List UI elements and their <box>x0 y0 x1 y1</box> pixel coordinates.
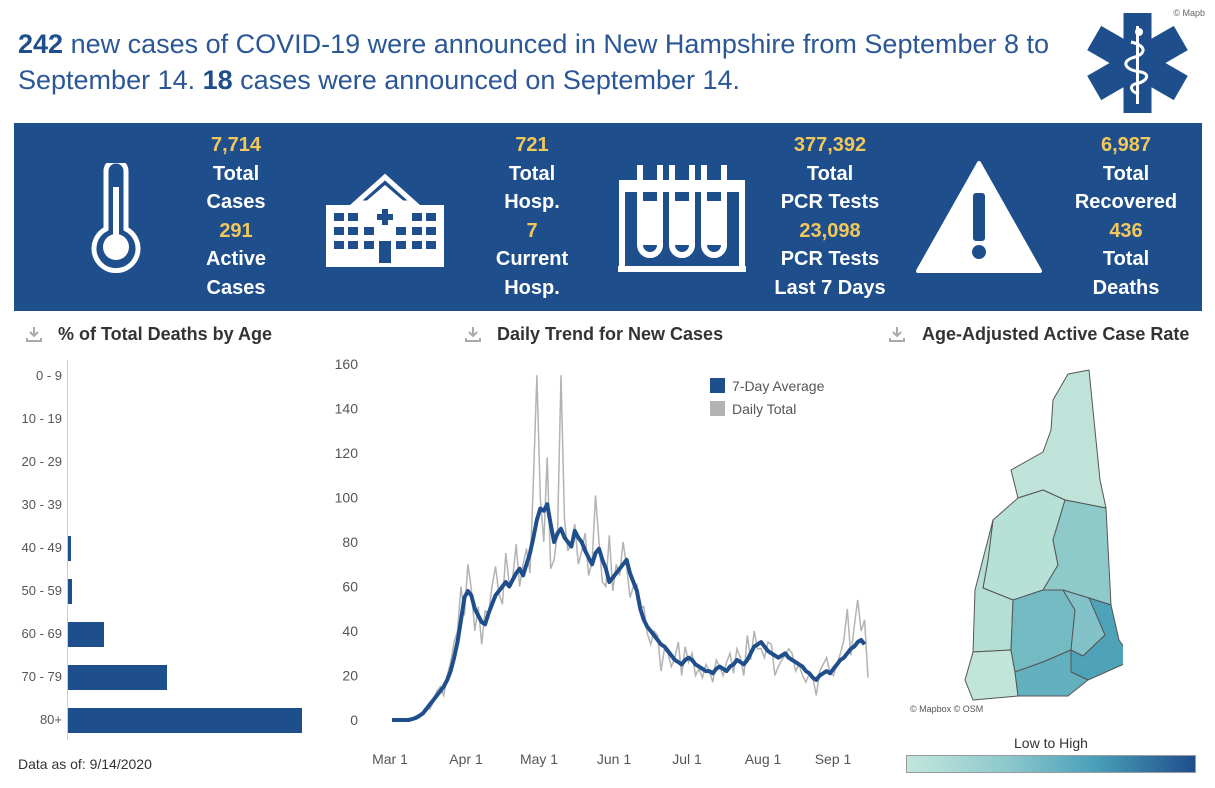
map-region-north[interactable] <box>1010 369 1107 509</box>
y-tick-label: 60 <box>342 579 358 595</box>
active-cases-label2: Cases <box>206 276 266 299</box>
download-icon[interactable] <box>26 326 42 342</box>
thermometer-icon <box>91 163 141 273</box>
y-tick-label: 40 <box>342 623 358 639</box>
headline-text-2: cases were announced on September 14. <box>232 65 741 95</box>
series-line-daily-total <box>392 375 869 721</box>
pcr-7day-value: 23,098 <box>799 219 861 242</box>
hospital-icon <box>326 173 444 267</box>
color-legend-bar <box>906 755 1196 773</box>
total-cases-value: 7,714 <box>210 134 262 156</box>
age-bar[interactable] <box>68 536 71 561</box>
summary-banner: 7,714 Total Cases 291 Active Cases 721 T… <box>14 123 1202 311</box>
age-bar[interactable] <box>68 579 73 604</box>
active-cases-label1: Active <box>205 248 267 270</box>
data-as-of: Data as of: 9/14/2020 <box>18 756 152 772</box>
age-label: 70 - 79 <box>21 669 62 684</box>
total-pcr-value: 377,392 <box>793 134 867 156</box>
trend-panel-title: Daily Trend for New Cases <box>497 324 724 344</box>
test-tubes-icon <box>618 165 746 272</box>
current-hosp-label1: Current <box>495 248 569 270</box>
map-region-southwest[interactable] <box>964 649 1019 701</box>
age-label: 10 - 19 <box>21 411 62 426</box>
map-region-south[interactable] <box>1014 649 1089 697</box>
headline-day-cases: 18 <box>202 65 233 95</box>
headline-new-cases: 242 <box>18 29 64 59</box>
total-recovered-label2: Recovered <box>1074 191 1178 213</box>
age-bar[interactable] <box>68 665 168 690</box>
total-pcr-label2: PCR Tests <box>780 191 880 213</box>
y-tick-label: 20 <box>342 668 358 684</box>
y-tick-label: 80 <box>342 534 358 550</box>
total-cases-label1: Total <box>212 162 260 185</box>
age-chart-axis <box>67 360 68 740</box>
total-pcr-label1: Total <box>806 162 854 185</box>
legend-label: 7-Day Average <box>732 378 825 394</box>
stat-hospitalizations: 721 Total Hosp. 7 Current Hosp. <box>482 131 582 302</box>
age-bar[interactable] <box>68 708 302 733</box>
pcr-7day-label1: PCR Tests <box>780 248 880 270</box>
x-tick-label: Jul 1 <box>672 751 702 767</box>
x-tick-label: May 1 <box>520 751 558 767</box>
age-bar[interactable] <box>68 622 105 647</box>
age-label: 80+ <box>39 712 62 727</box>
active-cases-value: 291 <box>219 219 253 242</box>
daily-trend-chart: 0 20 40 60 80 100 120 140 160 Mar 1 Apr 1 May 1 Jun … <box>335 356 869 767</box>
y-tick-label: 0 <box>350 712 358 728</box>
x-tick-label: Apr 1 <box>449 751 483 767</box>
series-line-7day-average <box>392 502 867 722</box>
total-deaths-value: 436 <box>1109 219 1143 242</box>
legend-swatch <box>710 378 725 393</box>
total-cases-label2: Cases <box>206 191 266 213</box>
stat-pcr-tests: 377,392 Total PCR Tests 23,098 PCR Tests… <box>760 131 900 302</box>
total-hosp-label1: Total <box>508 162 556 185</box>
total-deaths-label1: Total <box>1102 248 1150 270</box>
total-hosp-value: 721 <box>515 134 549 156</box>
y-tick-label: 120 <box>335 445 359 461</box>
pcr-7day-label2: Last 7 Days <box>774 276 886 299</box>
x-tick-label: Mar 1 <box>372 751 408 767</box>
map-credit: © Mapbox © OSM <box>910 704 984 714</box>
x-tick-label: Sep 1 <box>815 751 852 767</box>
total-hosp-label2: Hosp. <box>504 191 560 213</box>
age-label: 40 - 49 <box>21 540 62 555</box>
star-of-life-icon <box>1087 13 1188 113</box>
age-panel-title: % of Total Deaths by Age <box>58 324 273 344</box>
y-tick-label: 140 <box>335 401 359 417</box>
legend-title: Low to High <box>1014 735 1088 751</box>
download-icon[interactable] <box>889 326 905 342</box>
legend-label: Daily Total <box>732 401 796 417</box>
total-recovered-value: 6,987 <box>1100 134 1152 156</box>
y-tick-label: 100 <box>335 490 359 506</box>
current-hosp-value: 7 <box>526 219 538 242</box>
map-panel-title: Age-Adjusted Active Case Rate <box>922 324 1190 344</box>
download-icon[interactable] <box>465 326 481 342</box>
warning-icon <box>916 161 1042 273</box>
headline-text-1: new cases of COVID-19 were announced in … <box>18 29 1050 95</box>
legend-swatch <box>710 401 725 416</box>
age-label: 60 - 69 <box>21 626 62 641</box>
current-hosp-label2: Hosp. <box>504 276 560 299</box>
total-recovered-label1: Total <box>1102 162 1150 185</box>
age-label: 20 - 29 <box>21 454 62 469</box>
logo-credit: © Mapb <box>1173 8 1205 18</box>
stat-outcomes: 6,987 Total Recovered 436 Total Deaths <box>1066 131 1186 302</box>
headline: 242 new cases of COVID-19 were announced… <box>18 26 1068 98</box>
nh-county-map <box>964 369 1123 701</box>
total-deaths-label2: Deaths <box>1092 276 1160 299</box>
age-label: 30 - 39 <box>21 497 62 512</box>
age-label: 50 - 59 <box>21 583 62 598</box>
age-label: 0 - 9 <box>35 368 62 383</box>
stat-total-cases: 7,714 Total Cases 291 Active Cases <box>186 131 286 302</box>
y-tick-label: 160 <box>335 356 359 372</box>
x-tick-label: Aug 1 <box>745 751 782 767</box>
x-tick-label: Jun 1 <box>597 751 631 767</box>
